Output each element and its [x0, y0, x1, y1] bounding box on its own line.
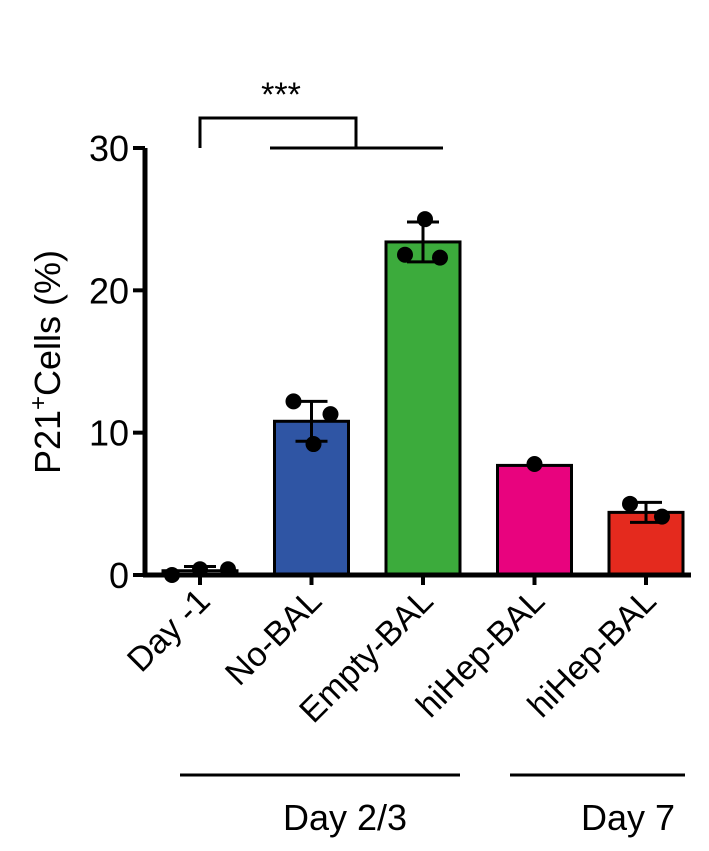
significance-label: ***	[261, 76, 301, 114]
y-label-rest: Cells (%)	[27, 250, 68, 396]
data-point	[417, 211, 433, 228]
bar	[384, 240, 462, 577]
data-point	[654, 508, 670, 525]
data-point	[526, 455, 543, 472]
y-tick-label: 10	[89, 413, 129, 454]
significance-bracket	[198, 116, 443, 150]
x-tick-label: Day -1	[120, 582, 218, 680]
bar	[496, 463, 573, 577]
y-label-main: P21	[27, 410, 68, 474]
group-label: Day 2/3	[283, 797, 407, 838]
y-tick-label: 30	[89, 128, 129, 169]
y-tick-label: 0	[109, 555, 129, 596]
x-tick-label: No-BAL	[218, 582, 329, 693]
y-label-sup: +	[25, 396, 52, 410]
data-point	[322, 406, 339, 423]
data-point	[432, 249, 448, 266]
y-tick-label: 20	[89, 270, 129, 311]
data-point	[622, 495, 638, 512]
group-label: Day 7	[581, 797, 675, 838]
y-axis-label: P21+Cells (%)	[25, 250, 68, 474]
data-point	[285, 393, 302, 410]
data-point	[397, 246, 413, 263]
data-point	[305, 436, 322, 453]
